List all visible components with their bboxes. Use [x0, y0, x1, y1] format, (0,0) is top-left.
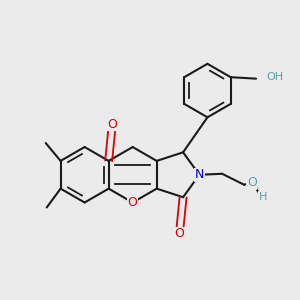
Text: O: O — [128, 196, 138, 209]
Text: OH: OH — [266, 72, 283, 82]
Text: O: O — [247, 176, 257, 189]
Text: O: O — [174, 227, 184, 240]
Text: H: H — [259, 192, 267, 202]
Text: O: O — [108, 118, 118, 131]
Text: N: N — [195, 168, 204, 181]
